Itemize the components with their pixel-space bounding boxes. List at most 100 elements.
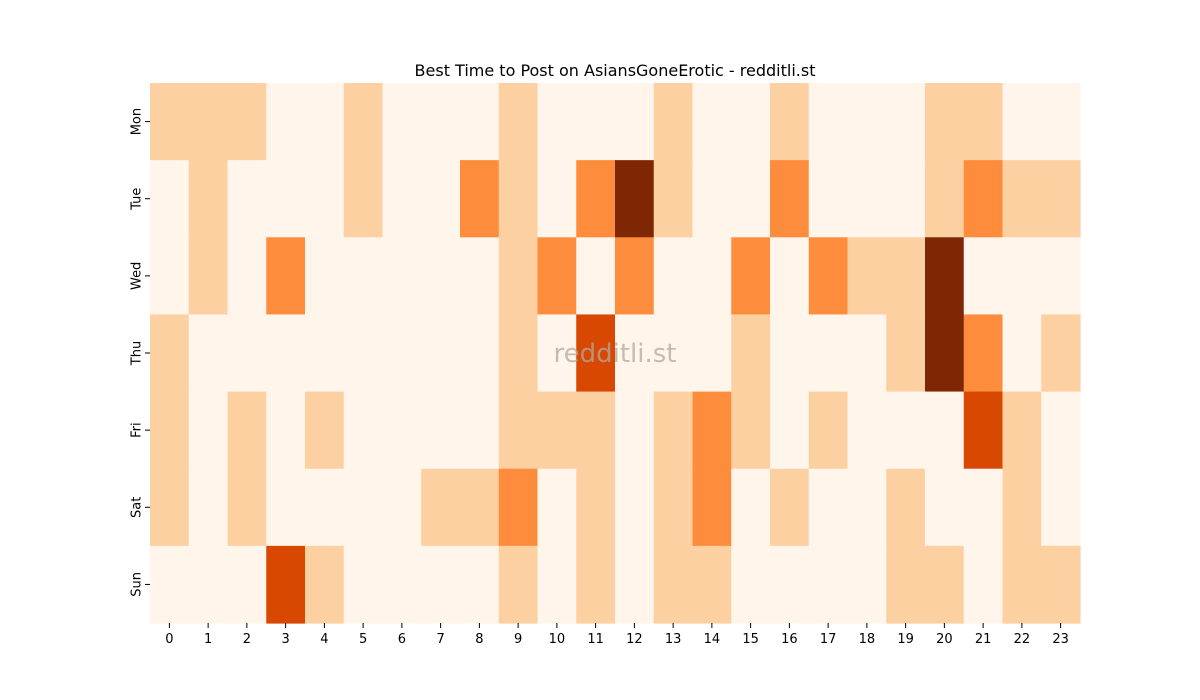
heatmap-cell-sun-11	[576, 545, 616, 624]
heatmap-cell-fri-6	[382, 391, 422, 470]
y-tick-label: Sat	[130, 497, 145, 518]
heatmap-cell-sat-16	[770, 468, 810, 547]
heatmap-cell-tue-12	[615, 160, 655, 238]
heatmap-cell-wed-15	[731, 237, 771, 316]
heatmap-cell-tue-7	[421, 160, 461, 238]
x-tick-label: 22	[1014, 632, 1031, 647]
heatmap-cell-sat-23	[1041, 468, 1081, 547]
heatmap-cell-sat-4	[305, 468, 345, 547]
heatmap-cell-mon-15	[731, 83, 771, 161]
heatmap-cell-sun-19	[886, 545, 926, 624]
heatmap-cell-thu-17	[808, 314, 849, 393]
chart-title: Best Time to Post on AsiansGoneErotic - …	[415, 61, 816, 80]
heatmap-cell-mon-2	[227, 83, 267, 161]
heatmap-cell-thu-18	[847, 314, 887, 393]
heatmap-cell-thu-10	[537, 314, 577, 393]
x-tick-label: 7	[436, 632, 444, 647]
heatmap-cell-fri-5	[343, 391, 384, 470]
heatmap-cell-sun-5	[343, 545, 384, 624]
heatmap-cell-wed-17	[808, 237, 849, 316]
heatmap-cell-wed-10	[537, 237, 577, 316]
heatmap-cell-tue-5	[343, 160, 384, 238]
heatmap-cell-mon-11	[576, 83, 616, 161]
heatmap-cell-tue-8	[460, 160, 500, 238]
heatmap-cell-sat-22	[1002, 468, 1042, 547]
heatmap-cell-thu-14	[692, 314, 732, 393]
heatmap-cell-mon-14	[692, 83, 732, 161]
heatmap-cell-fri-15	[731, 391, 771, 470]
heatmap-cell-fri-18	[847, 391, 887, 470]
heatmap-cell-mon-1	[188, 83, 229, 161]
x-tick-label: 11	[587, 632, 604, 647]
x-tick-label: 21	[975, 632, 992, 647]
heatmap-cell-sun-21	[963, 545, 1004, 624]
heatmap-cell-fri-3	[266, 391, 306, 470]
heatmap-cell-tue-19	[886, 160, 926, 238]
heatmap-cell-sun-10	[537, 545, 577, 624]
y-tick-label: Tue	[130, 188, 145, 211]
heatmap-cell-fri-2	[227, 391, 267, 470]
y-axis: Mon Tue Wed Thu Fri Sat Sun	[130, 108, 150, 597]
heatmap-cell-thu-21	[963, 314, 1004, 393]
heatmap-cell-fri-4	[305, 391, 345, 470]
heatmap-cell-mon-20	[925, 83, 965, 161]
heatmap-cell-tue-0	[150, 160, 190, 238]
heatmap-cell-mon-3	[266, 83, 306, 161]
heatmap-cell-tue-1	[188, 160, 229, 238]
y-tick-label: Thu	[130, 341, 145, 366]
y-tick-label: Fri	[130, 422, 145, 438]
heatmap-cell-sat-2	[227, 468, 267, 547]
heatmap-cell-wed-12	[615, 237, 655, 316]
heatmap-cell-fri-17	[808, 391, 849, 470]
heatmap-cell-mon-5	[343, 83, 384, 161]
heatmap-cell-thu-4	[305, 314, 345, 393]
heatmap-cell-wed-5	[343, 237, 384, 316]
x-tick-label: 4	[320, 632, 328, 647]
heatmap-cell-sat-17	[808, 468, 849, 547]
x-tick-label: 12	[626, 632, 643, 647]
heatmap-cell-sat-0	[150, 468, 190, 547]
heatmap-cell-sat-12	[615, 468, 655, 547]
heatmap-cell-sun-15	[731, 545, 771, 624]
heatmap-cell-mon-23	[1041, 83, 1081, 161]
heatmap-cell-wed-23	[1041, 237, 1081, 316]
heatmap-cell-thu-7	[421, 314, 461, 393]
heatmap-cell-sat-6	[382, 468, 422, 547]
x-tick-label: 14	[704, 632, 721, 647]
heatmap-cell-sat-15	[731, 468, 771, 547]
x-tick-label: 2	[243, 632, 251, 647]
heatmap-cell-sun-0	[150, 545, 190, 624]
heatmap-cell-sat-19	[886, 468, 926, 547]
heatmap-cell-sat-9	[498, 468, 539, 547]
heatmap-cell-fri-9	[498, 391, 539, 470]
heatmap-cell-tue-13	[653, 160, 694, 238]
heatmap-cell-sat-1	[188, 468, 229, 547]
heatmap-cell-sat-18	[847, 468, 887, 547]
x-tick-label: 23	[1052, 632, 1069, 647]
heatmap-cell-wed-0	[150, 237, 190, 316]
heatmap-cell-tue-6	[382, 160, 422, 238]
x-tick-label: 16	[781, 632, 798, 647]
heatmap-cell-tue-21	[963, 160, 1004, 238]
heatmap-cell-wed-2	[227, 237, 267, 316]
x-tick-label: 19	[897, 632, 914, 647]
heatmap-cell-wed-9	[498, 237, 539, 316]
heatmap-cell-mon-19	[886, 83, 926, 161]
heatmap-cell-wed-18	[847, 237, 887, 316]
heatmap-cell-thu-15	[731, 314, 771, 393]
heatmap-cell-sat-13	[653, 468, 694, 547]
heatmap-cell-sun-7	[421, 545, 461, 624]
heatmap-cell-mon-22	[1002, 83, 1042, 161]
heatmap-cell-thu-12	[615, 314, 655, 393]
heatmap-cell-sat-7	[421, 468, 461, 547]
heatmap-cell-wed-14	[692, 237, 732, 316]
heatmap-cell-fri-13	[653, 391, 694, 470]
watermark: redditli.st	[554, 339, 677, 369]
heatmap-cell-fri-22	[1002, 391, 1042, 470]
heatmap-cell-mon-4	[305, 83, 345, 161]
heatmap-cell-wed-22	[1002, 237, 1042, 316]
heatmap-cell-sun-18	[847, 545, 887, 624]
heatmap-cell-sun-16	[770, 545, 810, 624]
heatmap-cell-fri-12	[615, 391, 655, 470]
